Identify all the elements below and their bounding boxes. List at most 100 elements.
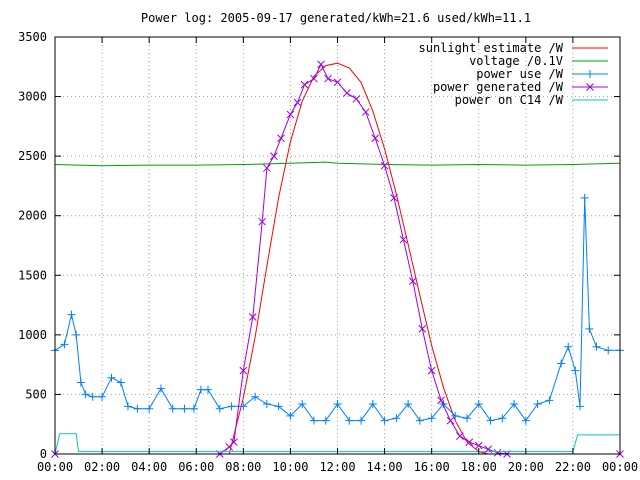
data-point — [380, 161, 389, 170]
data-point — [533, 399, 542, 408]
data-point — [189, 404, 198, 413]
data-point — [498, 414, 507, 423]
data-point — [324, 74, 332, 83]
x-tick-label: 00:00 — [37, 460, 73, 474]
series-line-5 — [54, 433, 620, 455]
series-line-2 — [54, 161, 621, 167]
data-point — [357, 416, 366, 425]
data-point — [81, 390, 90, 399]
data-point — [274, 402, 283, 411]
chart-title: Power log: 2005-09-17 generated/kWh=21.6… — [141, 11, 531, 25]
data-point — [298, 399, 307, 408]
data-point — [371, 134, 380, 143]
data-point — [333, 399, 342, 408]
data-point — [60, 340, 69, 349]
x-tick-label: 20:00 — [508, 460, 544, 474]
data-point — [361, 108, 370, 116]
data-point — [248, 313, 257, 321]
y-tick-label: 3000 — [18, 90, 47, 104]
data-point — [196, 385, 205, 394]
y-tick-label: 1000 — [18, 328, 47, 342]
y-axis: 0 500 1000 1500 2000 2500 3000 3500 — [18, 30, 620, 461]
data-point — [123, 402, 132, 411]
data-point — [345, 416, 354, 425]
data-point — [399, 235, 408, 244]
data-point — [168, 404, 177, 413]
legend-marker — [586, 70, 594, 78]
series-line-4 — [55, 63, 620, 455]
x-tick-label: 08:00 — [225, 460, 261, 474]
data-point — [262, 399, 271, 408]
data-point — [116, 378, 125, 387]
data-point — [263, 164, 271, 172]
data-point — [451, 411, 460, 420]
x-tick-label: 04:00 — [131, 460, 167, 474]
data-point — [72, 330, 81, 339]
data-point — [343, 89, 351, 97]
data-point — [580, 193, 589, 202]
data-point — [390, 193, 398, 202]
data-point — [333, 78, 342, 87]
data-point — [270, 152, 278, 160]
data-point — [564, 342, 573, 351]
data-point — [309, 416, 318, 425]
data-point — [486, 416, 495, 425]
data-point — [293, 98, 302, 107]
data-point — [368, 399, 377, 408]
data-point — [418, 325, 427, 333]
data-point — [215, 404, 224, 413]
data-point — [227, 402, 236, 411]
data-point — [462, 414, 471, 423]
x-tick-label: 14:00 — [367, 460, 403, 474]
data-point — [427, 414, 436, 423]
data-point — [180, 404, 189, 413]
data-point — [258, 217, 267, 226]
data-point — [300, 80, 309, 89]
y-tick-label: 1500 — [18, 268, 47, 282]
x-tick-label: 02:00 — [84, 460, 120, 474]
data-point — [446, 416, 455, 425]
grid — [55, 37, 620, 454]
data-point — [107, 373, 116, 382]
data-point — [575, 402, 584, 411]
legend-label: power generated /W — [433, 80, 564, 94]
y-tick-label: 2000 — [18, 209, 47, 223]
x-tick-label: 22:00 — [555, 460, 591, 474]
data-point — [427, 366, 436, 375]
data-point — [239, 402, 248, 411]
data-point — [352, 95, 361, 103]
legend-label: power on C14 /W — [455, 93, 564, 107]
data-point — [239, 366, 248, 375]
data-point — [277, 134, 285, 143]
data-point — [321, 416, 330, 425]
data-point — [474, 399, 483, 408]
data-point — [439, 399, 448, 408]
data-point — [465, 438, 474, 446]
data-point — [456, 432, 464, 440]
data-point — [67, 310, 76, 319]
x-axis: 00:00 02:00 04:00 06:00 08:00 10:00 12:00 14:00… — [37, 37, 638, 474]
data-point — [545, 396, 554, 405]
data-point — [408, 277, 417, 286]
data-point — [510, 399, 519, 408]
data-point — [98, 392, 107, 401]
data-point — [204, 385, 213, 394]
y-tick-label: 0 — [40, 447, 47, 461]
series-layer — [51, 60, 624, 458]
data-point — [404, 399, 413, 408]
data-point — [392, 414, 401, 423]
data-point — [474, 441, 483, 450]
legend-label: voltage /0.1V — [469, 54, 563, 68]
data-point — [286, 110, 295, 119]
data-point — [88, 392, 97, 401]
data-point — [415, 416, 424, 425]
y-tick-label: 3500 — [18, 30, 47, 44]
x-tick-label: 06:00 — [178, 460, 214, 474]
data-point — [493, 448, 502, 457]
data-point — [310, 74, 318, 83]
legend-marker — [586, 83, 594, 91]
y-tick-label: 500 — [25, 387, 47, 401]
legend-label: sunlight estimate /W — [419, 41, 564, 55]
data-point — [592, 342, 601, 351]
